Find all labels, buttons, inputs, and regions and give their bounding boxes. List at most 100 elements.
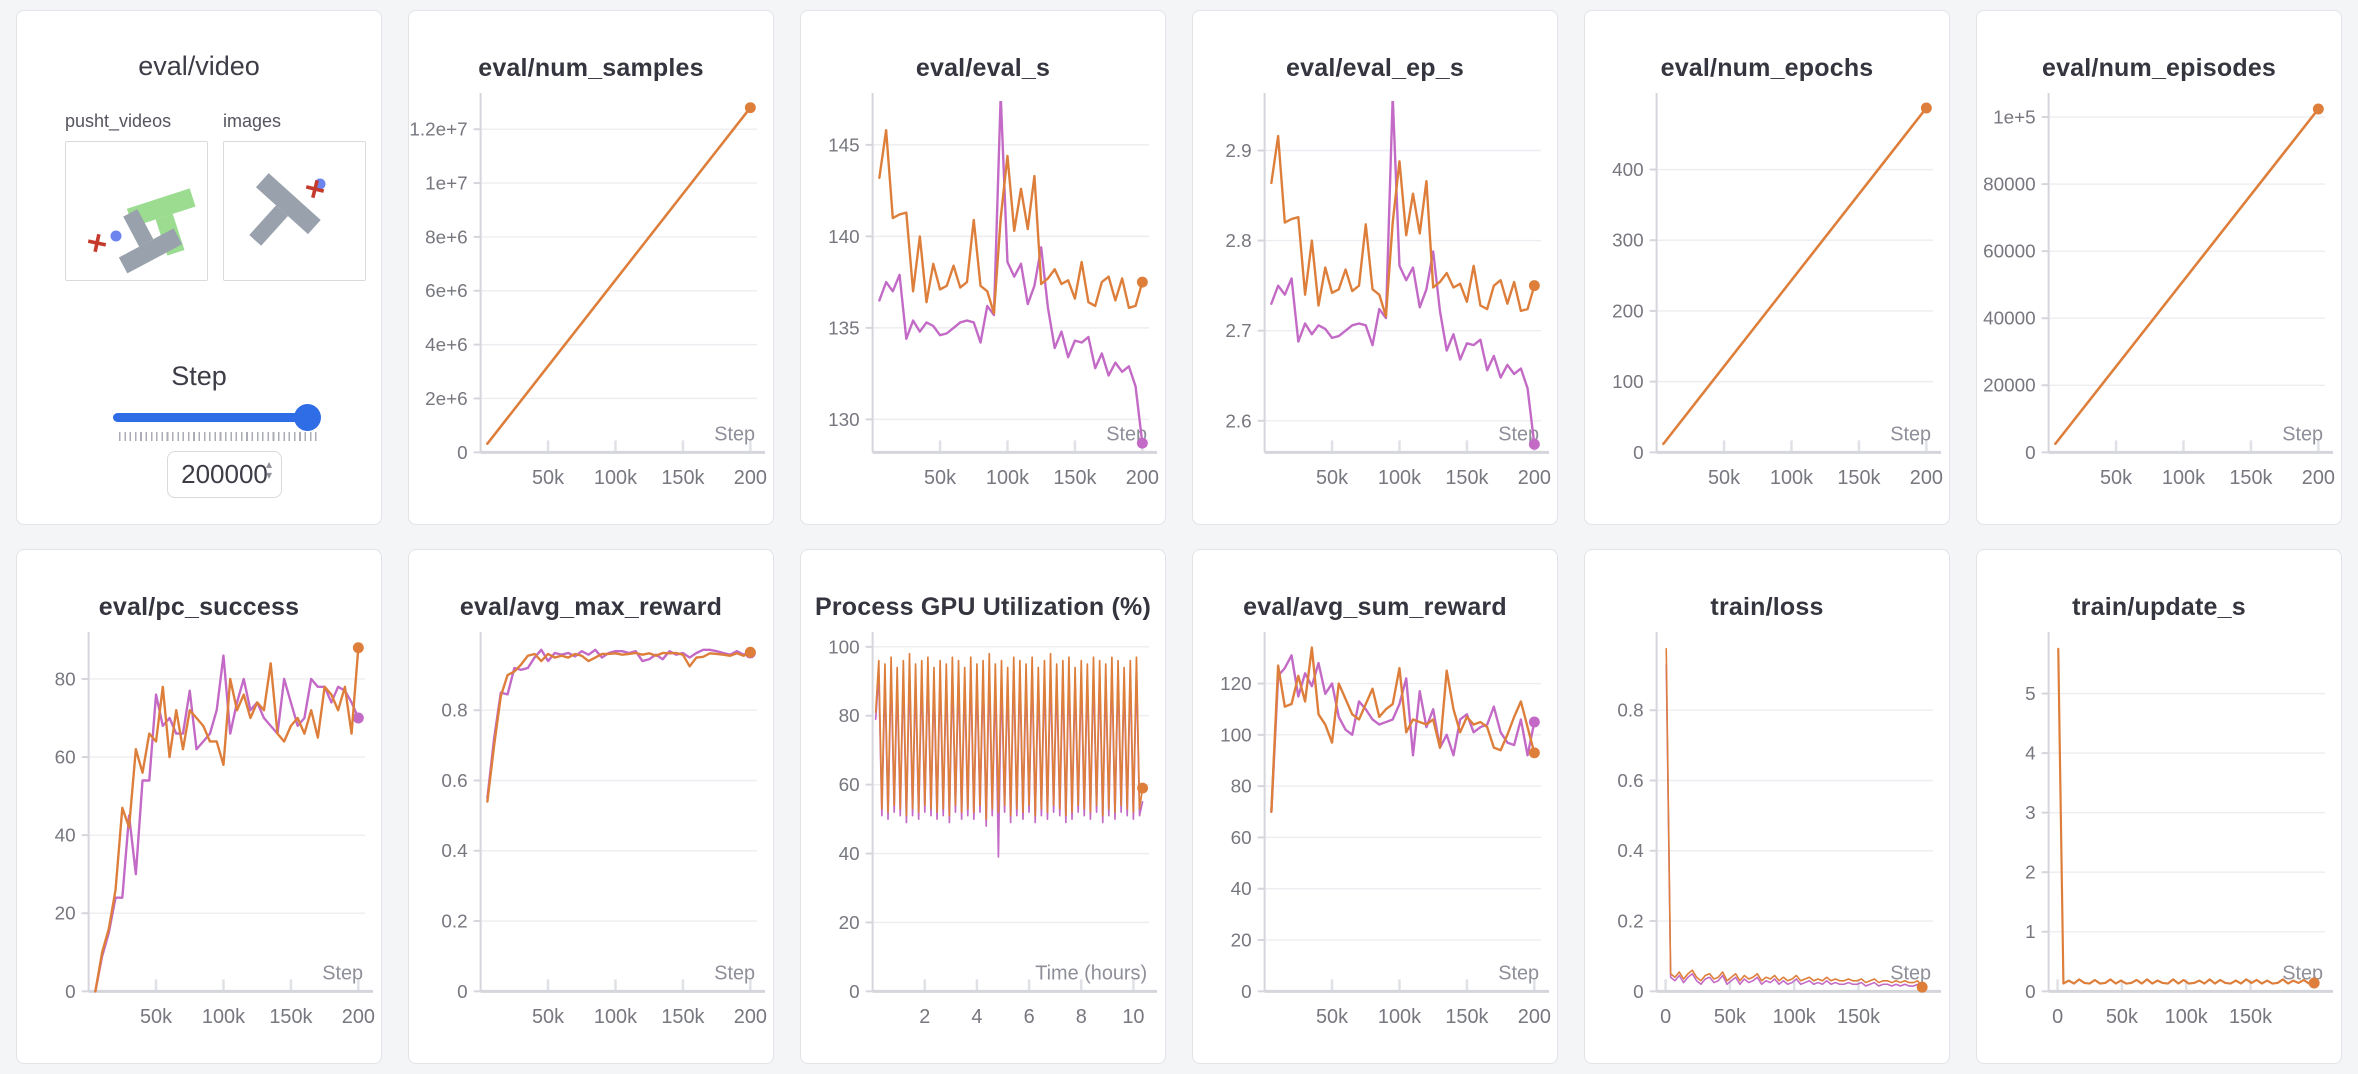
x-tick-label: 10 [1122, 1006, 1144, 1028]
y-tick-label: 0.4 [441, 841, 467, 862]
video-thumbnail-pusht[interactable] [65, 141, 208, 281]
x-tick-label: 100k [1773, 1006, 1816, 1028]
panel-gpu-utilization[interactable]: Process GPU Utilization (%) 0 20 40 60 80 100… [800, 549, 1166, 1064]
panel-title: eval/eval_ep_s [1286, 54, 1464, 82]
series-line-purple [1665, 663, 1923, 989]
line-chart[interactable]: 0 20 40 60 80 100 120 50k 100k 150k 200 Step [1193, 628, 1557, 1061]
y-tick-label: 2 [2025, 863, 2036, 884]
x-tick-label: 150k [1445, 1006, 1488, 1028]
chart-canvas: 130 135 140 145 50k 100k 150k 200 Step [828, 92, 1159, 489]
x-tick-label: 50k [1714, 1006, 1746, 1028]
panel-eval-eval-s[interactable]: eval/eval_s 130 135 140 145 50k 100k 150k 200 St… [800, 10, 1166, 525]
y-tick-label: 5 [2025, 684, 2036, 705]
y-tick-label: 60 [55, 748, 76, 769]
panel-eval-avg-sum-reward[interactable]: eval/avg_sum_reward 0 20 40 60 80 100 120 50k 10… [1192, 549, 1558, 1064]
panel-eval-avg-max-reward[interactable]: eval/avg_max_reward 0 0.2 0.4 0.6 0.8 50k 100k… [408, 549, 774, 1064]
y-tick-label: 40000 [1983, 309, 2036, 330]
panel-title: eval/num_epochs [1660, 54, 1874, 82]
panel-title: eval/eval_s [915, 54, 1051, 82]
pusht-image-icon [249, 173, 326, 246]
step-input[interactable]: 200000 ▴ ▾ [167, 451, 282, 498]
series-line-orange [486, 106, 752, 445]
panel-train-loss[interactable]: train/loss 0 0.2 0.4 0.6 0.8 0 50k 100k 150k Step [1584, 549, 1950, 1064]
x-tick-label: 50k [1708, 467, 1740, 489]
y-tick-label: 1 [2025, 922, 2036, 943]
y-tick-label: 1.2e+7 [409, 120, 467, 141]
x-tick-label: 4 [971, 1006, 982, 1028]
y-tick-label: 0.8 [441, 701, 467, 722]
x-tick-label: 200 [734, 1006, 767, 1028]
panel-eval-pc-success[interactable]: eval/pc_success 0 20 40 60 80 50k 100k 150k 200 S… [16, 549, 382, 1064]
y-tick-label: 0.4 [1617, 841, 1643, 862]
panel-eval-num-samples[interactable]: eval/num_samples 0 2e+6 4e+6 6e+6 8e+6 1e+7 1.… [408, 10, 774, 525]
series-line-purple [486, 648, 752, 800]
x-tick-label: 100k [2162, 467, 2205, 489]
series-end-dot-orange [1528, 280, 1540, 292]
series-end-dot-purple [1528, 438, 1540, 450]
line-chart[interactable]: 0 20000 40000 60000 80000 1e+5 50k 100k 150k 200 S… [1977, 89, 2341, 522]
stepper-arrows-icon[interactable]: ▴ ▾ [265, 457, 272, 482]
step-slider-thumb[interactable] [294, 404, 321, 431]
line-chart[interactable]: 130 135 140 145 50k 100k 150k 200 Step [801, 89, 1165, 522]
x-tick-label: 100k [2165, 1006, 2208, 1028]
y-tick-label: 20000 [1983, 376, 2036, 397]
step-slider[interactable] [113, 413, 317, 422]
x-tick-label: 50k [1316, 1006, 1348, 1028]
series-line-purple [1270, 654, 1536, 813]
y-tick-label: 60 [839, 775, 860, 796]
line-chart[interactable]: 0 100 200 300 400 50k 100k 150k 200 Step [1585, 89, 1949, 522]
series-line-orange [878, 129, 1144, 315]
x-tick-label: 100k [1378, 467, 1421, 489]
line-chart[interactable]: 0 20 40 60 80 50k 100k 150k 200 Step [17, 628, 381, 1061]
y-tick-label: 60000 [1983, 242, 2036, 263]
series-end-dot-orange [1137, 782, 1149, 794]
panel-eval-num-epochs[interactable]: eval/num_epochs 0 100 200 300 400 50k 100k 150k… [1584, 10, 1950, 525]
y-tick-label: 100 [1612, 372, 1644, 393]
panel-title: eval/avg_max_reward [459, 593, 723, 621]
x-tick-label: 150k [2229, 1006, 2272, 1028]
x-tick-label: 100k [1770, 467, 1813, 489]
x-tick-label: 2 [919, 1006, 930, 1028]
chart-canvas: 0 20 40 60 80 100 2 4 6 8 10 Time (hours) [828, 631, 1158, 1028]
y-tick-label: 20 [1231, 930, 1252, 951]
series-end-dot-orange [1136, 276, 1148, 288]
series-end-dot-purple [1528, 716, 1540, 728]
series-end-dot-purple [1136, 437, 1148, 449]
y-tick-label: 80 [1231, 777, 1252, 798]
y-tick-label: 0.8 [1617, 701, 1643, 722]
y-tick-label: 0 [1633, 443, 1644, 464]
line-chart[interactable]: 0 2e+6 4e+6 6e+6 8e+6 1e+7 1.2e+7 50k 100k 150k 20… [409, 89, 773, 522]
series-end-dot-orange [2308, 977, 2320, 989]
chart-canvas: 0 20 40 60 80 100 120 50k 100k 150k 200 Step [1220, 631, 1551, 1028]
panel-train-update-s[interactable]: train/update_s 0 1 2 3 4 5 0 50k 100k 150k Step [1976, 549, 2342, 1064]
panel-title: eval/pc_success [98, 593, 300, 621]
y-tick-label: 130 [828, 410, 860, 431]
y-tick-label: 40 [1231, 879, 1252, 900]
panel-title: eval/num_episodes [2041, 54, 2277, 82]
series-line-orange [1665, 647, 1923, 988]
series-line-orange [2057, 647, 2316, 985]
y-tick-label: 0 [457, 443, 468, 464]
x-tick-label: 150k [661, 467, 704, 489]
line-chart[interactable]: 2.6 2.7 2.8 2.9 50k 100k 150k 200 Step [1193, 89, 1557, 522]
y-tick-label: 145 [828, 135, 860, 156]
panel-title: train/update_s [2072, 593, 2246, 621]
video-thumbnail-images[interactable] [223, 141, 366, 281]
panel-eval-num-episodes[interactable]: eval/num_episodes 0 20000 40000 60000 80000 1… [1976, 10, 2342, 525]
panel-eval-eval-ep-s[interactable]: eval/eval_ep_s 2.6 2.7 2.8 2.9 50k 100k 150k 20… [1192, 10, 1558, 525]
x-axis-label: Step [1106, 423, 1147, 445]
x-tick-label: 100k [594, 1006, 637, 1028]
y-tick-label: 80 [55, 669, 76, 690]
line-chart[interactable]: 0 0.2 0.4 0.6 0.8 0 50k 100k 150k Step [1585, 628, 1949, 1061]
line-chart[interactable]: 0 0.2 0.4 0.6 0.8 50k 100k 150k 200 Step [409, 628, 773, 1061]
series-line-orange [1662, 106, 1928, 446]
series-end-dot-orange [744, 102, 756, 114]
y-tick-label: 2.6 [1225, 411, 1251, 432]
x-tick-label: 200 [1910, 467, 1943, 489]
line-chart[interactable]: 0 20 40 60 80 100 2 4 6 8 10 Time (hours) [801, 628, 1165, 1061]
panel-eval-video[interactable]: eval/video pusht_videos images [16, 10, 382, 525]
line-chart[interactable]: 0 1 2 3 4 5 0 50k 100k 150k Step [1977, 628, 2341, 1061]
y-tick-label: 1e+7 [425, 174, 468, 195]
x-axis-label: Step [1890, 962, 1931, 984]
